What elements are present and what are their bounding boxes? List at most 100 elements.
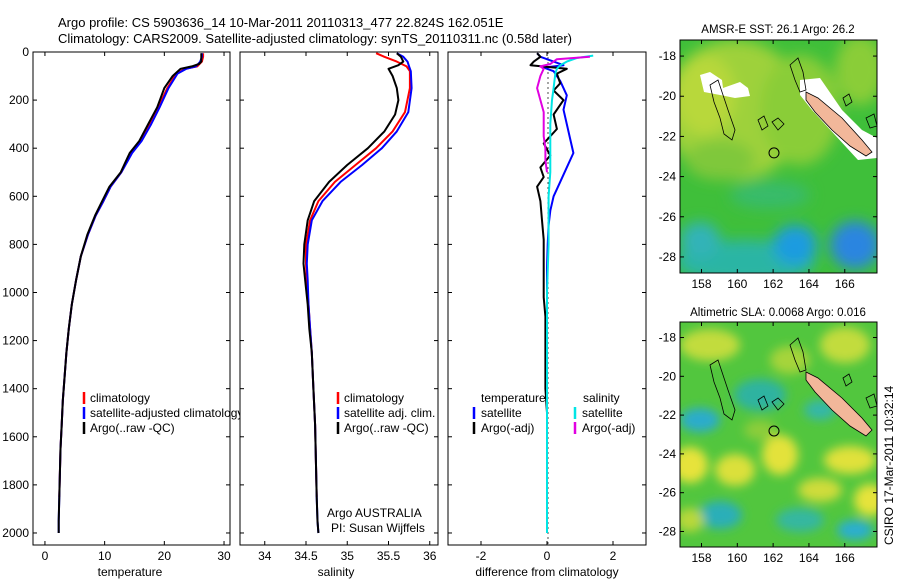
salinity-x-ticks: 34 34.5 35 35.5 36 [258, 52, 437, 563]
series-line-4 [536, 55, 590, 173]
temperature-panel: 0 10 20 30 0 200 400 600 800 1000 1200 1400 1600 180… [2, 45, 243, 579]
map-x-tick-label: 162 [763, 551, 783, 565]
legend-label-satellite: satellite adj. clim. [344, 406, 435, 420]
y-tick-label: 1800 [2, 478, 29, 492]
legend-title-salinity: salinity [583, 391, 620, 405]
sla-field [680, 322, 877, 547]
legend-label-sal-argo: Argo(-adj) [582, 421, 635, 435]
y-tick-label: 800 [9, 237, 29, 251]
y-tick-label: 1600 [2, 430, 29, 444]
temperature-x-ticks: 0 10 20 30 [42, 52, 231, 563]
y-tick-label: 600 [9, 189, 29, 203]
temperature-legend: climatology satellite-adjusted climatolo… [82, 391, 243, 435]
x-tick-label: 2 [610, 549, 617, 563]
map-y-tick-label: -28 [659, 250, 677, 264]
sla-map-title: Altimetric SLA: 0.0068 Argo: 0.016 [690, 307, 866, 319]
sla-map-x-ticks: 158 160 162 164 166 [691, 322, 855, 565]
legend-label-argo: Argo(..raw -QC) [344, 421, 429, 435]
figure-title-line2: Climatology: CARS2009. Satellite-adjuste… [58, 31, 572, 46]
difference-series [529, 52, 594, 533]
sst-map-panel: AMSR-E SST: 26.1 Argo: 26.2 [659, 24, 878, 291]
map-x-tick-label: 160 [727, 551, 747, 565]
difference-xlabel: difference from climatology [475, 565, 618, 579]
salinity-annotation-line2: PI: Susan Wijffels [331, 521, 425, 535]
series-line-3 [302, 52, 405, 534]
y-tick-label: 1400 [2, 382, 29, 396]
salinity-y-ticks [240, 51, 438, 534]
map-y-tick-label: -22 [659, 408, 677, 422]
legend-label-sal-satellite: satellite [582, 406, 623, 420]
map-x-tick-label: 162 [763, 277, 783, 291]
x-tick-label: 35 [341, 549, 355, 563]
map-x-tick-label: 166 [835, 551, 855, 565]
sla-map-panel: Altimetric SLA: 0.0068 Argo: 0.016 [659, 307, 878, 565]
x-tick-label: -2 [476, 549, 487, 563]
sst-map-title: AMSR-E SST: 26.1 Argo: 26.2 [701, 24, 854, 36]
y-tick-label: 1200 [2, 334, 29, 348]
argo-float-marker [768, 147, 780, 159]
salinity-axes-box [239, 51, 439, 546]
figure-title-line1: Argo profile: CS 5903636_14 10-Mar-2011 … [58, 15, 504, 30]
map-y-tick-label: -28 [659, 524, 677, 538]
sst-map-y-ticks: -18 -20 -22 -24 -26 -28 [659, 49, 877, 264]
x-tick-label: 36 [423, 549, 437, 563]
map-y-tick-label: -18 [659, 49, 677, 63]
argo-float-marker [768, 425, 780, 437]
map-x-tick-label: 164 [799, 551, 819, 565]
legend-label-temp-argo: Argo(-adj) [481, 421, 534, 435]
map-x-tick-label: 158 [691, 551, 711, 565]
map-y-tick-label: -20 [659, 89, 677, 103]
legend-label-temp-satellite: satellite [481, 406, 522, 420]
side-timestamp-label: CSIRO 17-Mar-2011 10:32:14 [882, 385, 896, 545]
salinity-legend: climatology satellite adj. clim. Argo(..… [336, 391, 435, 435]
x-tick-label: 10 [98, 549, 112, 563]
series-line-3 [57, 53, 203, 533]
map-x-tick-label: 164 [799, 277, 819, 291]
x-tick-label: 35.5 [377, 549, 401, 563]
difference-legend: temperature satellite Argo(-adj) salinit… [472, 391, 635, 435]
map-y-tick-label: -22 [659, 129, 677, 143]
map-x-tick-label: 166 [835, 277, 855, 291]
x-tick-label: 30 [217, 549, 231, 563]
sla-map-frame [679, 321, 878, 548]
sst-field [680, 40, 877, 273]
difference-panel: -2 0 2 difference from climatology tempera… [447, 51, 647, 579]
difference-x-ticks: -2 0 2 [476, 52, 617, 563]
temperature-y-ticks: 0 200 400 600 800 1000 1200 1400 1600 1800 2000 [2, 45, 230, 540]
map-y-tick-label: -24 [659, 170, 677, 184]
x-tick-label: 0 [544, 549, 551, 563]
temperature-axes-box [32, 51, 231, 546]
legend-label-argo: Argo(..raw -QC) [90, 421, 175, 435]
salinity-panel: 34 34.5 35 35.5 36 salinity climatology sate… [239, 51, 439, 579]
legend-label-climatology: climatology [90, 391, 150, 405]
salinity-series [302, 52, 413, 534]
temperature-xlabel: temperature [98, 565, 163, 579]
map-y-tick-label: -26 [659, 486, 677, 500]
map-x-tick-label: 158 [691, 277, 711, 291]
y-tick-label: 400 [9, 141, 29, 155]
y-tick-label: 0 [22, 45, 29, 59]
x-tick-label: 20 [158, 549, 172, 563]
sst-map-frame [679, 39, 878, 274]
temperature-series [57, 53, 205, 533]
legend-label-climatology: climatology [344, 391, 404, 405]
series-line-3 [546, 54, 594, 533]
x-tick-label: 34 [258, 549, 272, 563]
map-y-tick-label: -18 [659, 331, 677, 345]
map-y-tick-label: -26 [659, 210, 677, 224]
x-tick-label: 34.5 [294, 549, 318, 563]
legend-title-temperature: temperature [481, 391, 546, 405]
x-tick-label: 0 [42, 549, 49, 563]
y-tick-label: 200 [9, 93, 29, 107]
sst-map-x-ticks: 158 160 162 164 166 [691, 40, 855, 291]
map-y-tick-label: -20 [659, 369, 677, 383]
difference-y-ticks [448, 51, 646, 534]
salinity-xlabel: salinity [318, 565, 355, 579]
salinity-annotation-line1: Argo AUSTRALIA [327, 506, 422, 520]
map-y-tick-label: -24 [659, 447, 677, 461]
legend-label-satellite: satellite-adjusted climatology [90, 406, 243, 420]
y-tick-label: 2000 [2, 526, 29, 540]
sla-map-y-ticks: -18 -20 -22 -24 -26 -28 [659, 331, 877, 538]
y-tick-label: 1000 [2, 285, 29, 299]
